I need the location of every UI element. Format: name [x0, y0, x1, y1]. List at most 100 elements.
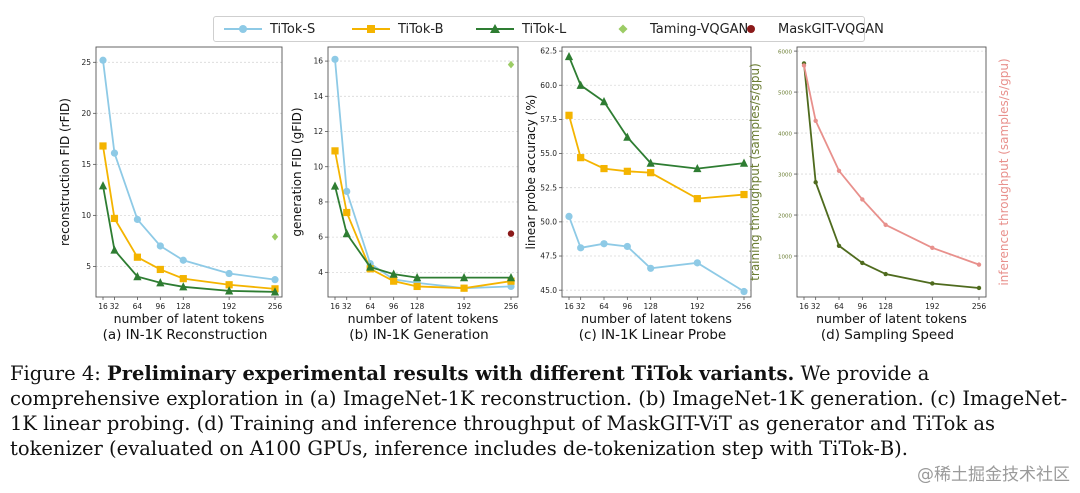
watermark: @稀土掘金技术社区	[917, 465, 1070, 485]
x-tick-label: 64	[834, 302, 844, 311]
legend-label: MaskGIT-VQGAN	[778, 21, 884, 37]
series-line-titok-l	[568, 56, 745, 170]
data-point	[813, 118, 818, 123]
legend-item-titok-s: TiTok-S	[224, 17, 315, 41]
y-tick-label: 20	[81, 109, 91, 118]
legend-item-taming-vqgan: Taming-VQGAN	[604, 17, 748, 41]
data-point	[813, 180, 818, 185]
y-tick-label: 1000	[778, 255, 792, 261]
point-taming-vqgan	[507, 60, 515, 69]
legend-item-titok-l: TiTok-L	[476, 17, 566, 41]
x-tick-label: 192	[457, 302, 472, 311]
x-tick-label: 192	[925, 302, 940, 311]
data-point	[225, 269, 233, 278]
data-point	[860, 260, 865, 266]
data-point	[133, 271, 142, 281]
data-point	[133, 253, 141, 261]
data-point	[577, 154, 585, 162]
y-axis-label: linear probe accuracy (%)	[524, 95, 538, 250]
x-tick-label: 64	[133, 302, 143, 311]
x-tick-label: 128	[410, 302, 425, 311]
x-axis-label: number of latent tokens	[348, 311, 499, 326]
data-point	[565, 212, 573, 220]
data-point	[883, 271, 888, 277]
legend-label: TiTok-B	[398, 21, 444, 37]
x-tick-label: 16	[799, 302, 809, 311]
y-tick-label: 3000	[778, 173, 792, 179]
x-tick-label: 256	[737, 302, 752, 311]
y-tick-label: 52.5	[540, 183, 557, 192]
data-point	[693, 195, 701, 203]
data-point	[564, 51, 574, 61]
axes-frame	[327, 46, 519, 298]
data-point	[133, 215, 141, 224]
series-line-titok-s	[102, 60, 276, 281]
figure-legend: TiTok-S TiTok-B TiTok-L Taming-VQGAN MaskGIT…	[213, 16, 884, 42]
y-tick-label: 45.0	[540, 286, 557, 295]
data-point	[270, 287, 280, 296]
figure-caption: Figure 4: Preliminary experimental resul…	[10, 361, 1072, 461]
y-tick-label: 6000	[778, 50, 792, 56]
y-tick-label: 4000	[778, 132, 792, 138]
x-tick-label: 96	[389, 302, 399, 311]
y-tick-label: 10	[81, 211, 91, 220]
data-point	[366, 262, 375, 271]
x-tick-label: 32	[342, 302, 352, 311]
caption-prefix: Figure 4:	[10, 362, 108, 385]
data-point	[459, 273, 469, 282]
data-point	[331, 147, 339, 155]
x-tick-label: 32	[811, 302, 821, 311]
data-point	[413, 273, 422, 282]
data-point	[343, 187, 351, 195]
data-point	[156, 265, 164, 274]
series-line-titok-l	[334, 185, 511, 279]
caption-bold: Preliminary experimental results with di…	[107, 362, 795, 385]
data-point	[647, 264, 655, 272]
legend-item-maskgit-vqgan: MaskGIT-VQGAN	[732, 17, 884, 41]
data-point	[836, 243, 842, 248]
x-tick-label: 64	[365, 302, 375, 311]
data-point	[623, 242, 631, 251]
data-point	[506, 273, 516, 282]
data-point	[740, 287, 748, 296]
x-tick-label: 256	[504, 302, 519, 311]
x-tick-label: 192	[222, 302, 237, 311]
y-tick-label: 62.5	[540, 47, 557, 56]
x-tick-label: 32	[576, 302, 586, 311]
y-tick-label: 14	[313, 92, 323, 101]
legend-item-titok-b: TiTok-B	[352, 17, 444, 41]
y-tick-label: 6	[318, 233, 323, 242]
x-tick-label: 32	[110, 302, 120, 311]
data-point	[647, 169, 655, 177]
data-point	[739, 158, 749, 167]
y-tick-label: 47.5	[540, 252, 557, 261]
x-axis-label: number of latent tokens	[114, 311, 265, 326]
y-tick-label: 2000	[778, 214, 792, 220]
series-line-inference-throughput	[803, 65, 980, 266]
x-tick-label: 128	[176, 302, 191, 311]
x-tick-label: 192	[690, 302, 705, 311]
data-point	[623, 167, 631, 175]
data-point	[693, 163, 702, 173]
y-axis-label: reconstruction FID (rFID)	[58, 98, 72, 246]
chart-title: (c) IN-1K Linear Probe	[579, 327, 726, 343]
y-axis-label: training throughput (samples/s/gpu)	[748, 63, 762, 281]
data-point	[576, 80, 585, 89]
chart-3: 45.0 47.5 50.0 52.5 55.0 57.5 60.0 62.5 16 32 64 96…	[524, 46, 752, 343]
data-point	[740, 190, 748, 199]
legend-marker-triangle	[476, 17, 514, 41]
x-tick-label: 96	[623, 302, 633, 311]
x-tick-label: 256	[972, 302, 987, 311]
y-tick-label: 10	[313, 162, 323, 171]
data-point	[860, 197, 865, 202]
data-point	[179, 282, 188, 291]
data-point	[930, 281, 935, 286]
data-point	[271, 276, 279, 284]
legend-marker-square	[352, 17, 390, 41]
data-point	[110, 214, 119, 223]
y-tick-label: 5000	[778, 91, 792, 97]
x-tick-label: 16	[564, 302, 574, 311]
